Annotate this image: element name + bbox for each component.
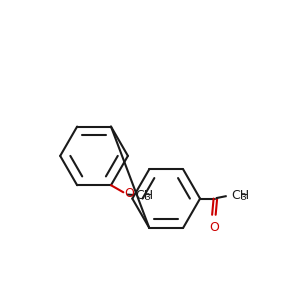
Text: CH: CH (135, 189, 154, 202)
Text: 3: 3 (144, 194, 150, 202)
Text: 3: 3 (240, 193, 246, 202)
Text: O: O (124, 187, 134, 200)
Text: O: O (209, 221, 219, 234)
Text: CH: CH (232, 189, 250, 202)
